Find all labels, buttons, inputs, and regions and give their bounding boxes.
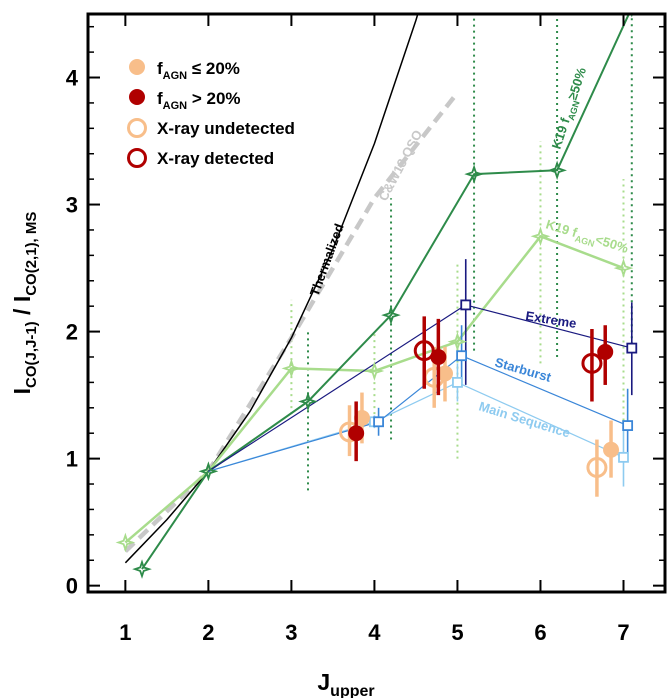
y-axis-title: ICO(J,J-1) / ICO(2,1), MS xyxy=(9,212,40,395)
plot-frame xyxy=(86,12,667,594)
k19-low-point-6 xyxy=(613,258,634,279)
k19-low-point-5 xyxy=(530,226,551,247)
legend-marker-xray-undetected xyxy=(127,118,147,138)
x-tick-label-1: 2 xyxy=(202,620,214,645)
k19-low-point-3 xyxy=(364,361,385,381)
cw13-label: C&W13 QSO xyxy=(375,127,425,203)
legend-high-agn-rest: > 20% xyxy=(187,89,240,108)
legend-marker-low-agn xyxy=(129,59,145,75)
k19-high-point-1 xyxy=(198,461,219,482)
k19-low-label: K19 fAGN<50% xyxy=(543,217,630,259)
k19-high-label-post: ≥50% xyxy=(565,65,590,102)
observation-filled-marker-8 xyxy=(603,441,620,458)
observation-open-marker-9 xyxy=(581,352,603,374)
legend-label-xray-detected: X-ray detected xyxy=(157,149,274,168)
extreme-point-1 xyxy=(460,299,472,311)
k19-high-point-4 xyxy=(464,164,484,184)
starburst-point-1 xyxy=(373,416,384,428)
axis-titles: Jupper ICO(J,J-1) / ICO(2,1), MS xyxy=(9,212,375,698)
k19-high-label-sub: AGN xyxy=(566,100,582,122)
observation-filled-marker-10 xyxy=(597,343,614,360)
y-axis-title-sub2: CO(2,1), MS xyxy=(23,212,40,296)
x-tick-label-6: 7 xyxy=(617,620,629,645)
axes-layer: 1 2 3 4 5 6 7 0 1 2 3 4 xyxy=(66,12,667,645)
observation-open-marker-5 xyxy=(413,340,435,362)
x-tick-label-4: 5 xyxy=(451,620,463,645)
starburst-line xyxy=(208,355,628,472)
k19-high-point-5 xyxy=(547,160,567,181)
x-axis-title-main: J xyxy=(317,669,330,695)
k19-low-label-pre: K19 f xyxy=(544,217,579,241)
legend-low-agn-rest: ≤ 20% xyxy=(187,59,240,78)
k19-low-point-2 xyxy=(281,358,302,379)
observation-filled-marker-4 xyxy=(436,365,453,382)
k19-low-label-sub: AGN xyxy=(574,233,596,248)
observation-filled-marker-2 xyxy=(348,425,365,442)
k19-high-point-0 xyxy=(132,559,152,579)
starburst-label: Starburst xyxy=(493,354,553,385)
observation-filled-marker-1 xyxy=(353,409,370,426)
main-sequence-label: Main Sequence xyxy=(477,399,572,441)
thermalized-label: Thermalized xyxy=(307,222,347,298)
main-sequence-point-3 xyxy=(618,451,629,463)
legend-marker-high-agn xyxy=(129,89,145,105)
legend-high-agn-sub: AGN xyxy=(163,100,188,112)
y-tick-label-2: 2 xyxy=(66,320,78,345)
legend-label-xray-undetected: X-ray undetected xyxy=(157,119,295,138)
x-tick-label-5: 6 xyxy=(534,620,546,645)
x-axis-title: Jupper xyxy=(317,669,374,698)
k19-high-point-2 xyxy=(298,391,318,412)
x-tick-label-2: 3 xyxy=(285,620,297,645)
legend-label-high-agn: fAGN > 20% xyxy=(157,89,241,112)
legend-high-agn-main: f xyxy=(157,89,163,108)
y-tick-label-1: 1 xyxy=(66,447,78,472)
legend-marker-xray-detected xyxy=(127,148,147,168)
y-axis-title-sub1: CO(J,J-1) xyxy=(23,321,40,388)
legend-label-low-agn: fAGN ≤ 20% xyxy=(157,59,240,82)
legend-low-agn-sub: AGN xyxy=(163,70,188,82)
y-tick-label-3: 3 xyxy=(66,193,78,218)
x-axis-title-sub: upper xyxy=(330,683,374,698)
y-axis-title-sep: / I xyxy=(9,296,35,322)
k19-low-point-4 xyxy=(447,331,468,352)
thermalized-line xyxy=(124,14,419,564)
x-tick-label-3: 4 xyxy=(368,620,381,645)
y-axis-title-main: I xyxy=(9,388,35,394)
k19-low-point-0 xyxy=(115,532,136,553)
legend: fAGN ≤ 20% fAGN > 20% X-ray undetected X… xyxy=(127,59,295,168)
observation-filled-marker-6 xyxy=(430,348,447,365)
y-tick-label-0: 0 xyxy=(66,574,78,599)
k19-high-point-3 xyxy=(381,305,401,325)
k19-low-label-post: <50% xyxy=(594,232,631,256)
series-layer xyxy=(115,14,638,579)
extreme-point-2 xyxy=(626,342,638,354)
legend-low-agn-main: f xyxy=(157,59,163,78)
starburst-point-2 xyxy=(456,350,467,362)
observation-open-marker-7 xyxy=(586,457,608,479)
y-tick-label-4: 4 xyxy=(66,66,79,91)
main-sequence-point-2 xyxy=(452,376,463,388)
starburst-point-3 xyxy=(622,420,634,431)
x-tick-label-0: 1 xyxy=(119,620,131,645)
